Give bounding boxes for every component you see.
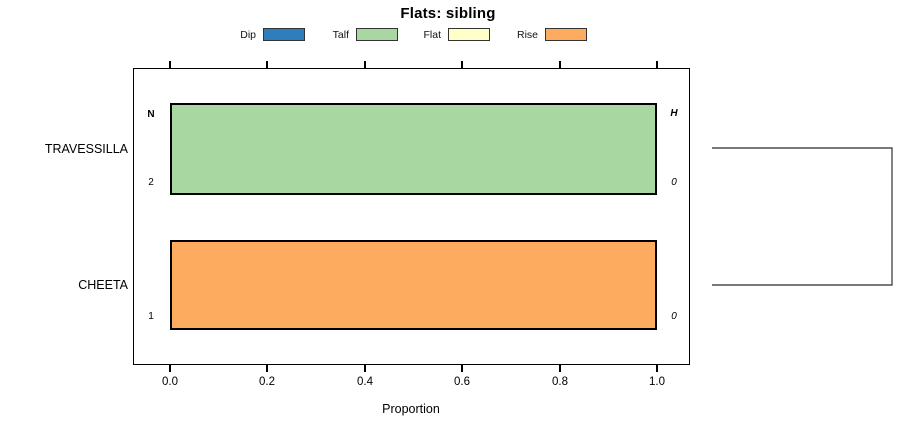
legend-item-flat: Flat [398,26,490,43]
top-tick-0.2 [266,61,268,68]
top-tick-0.0 [169,61,171,68]
bar-travessilla-talf [170,103,657,195]
chart-title: Flats: sibling [400,5,496,22]
top-tick-0.6 [461,61,463,68]
bar-cheeta-rise [170,240,657,330]
count-travessilla: 2 [148,177,154,188]
h-value-cheeta: 0 [671,311,677,322]
y-label-cheeta: CHEETA [78,278,128,292]
bottom-tick-1.0 [656,365,658,372]
x-tick-label: 0.4 [357,376,373,388]
column-header-h: H [670,108,678,119]
x-tick-label: 0.0 [162,376,178,388]
legend-label-flat: Flat [423,28,441,41]
top-tick-0.8 [559,61,561,68]
legend-label-rise: Rise [516,28,538,41]
top-tick-1.0 [656,61,658,68]
bottom-tick-0.8 [559,365,561,372]
x-tick-label: 0.8 [552,376,568,388]
x-tick-label: 0.6 [454,376,470,388]
x-tick-label: 1.0 [649,376,665,388]
legend-swatch-flat [448,28,490,41]
x-axis-title: Proportion [382,402,440,416]
h-value-travessilla: 0 [671,177,677,188]
sibling-bracket-line [712,147,893,286]
bottom-tick-0.4 [364,365,366,372]
legend-swatch-dip [263,28,305,41]
bottom-tick-0.0 [169,365,171,372]
top-tick-0.4 [364,61,366,68]
legend-swatch-rise [545,28,587,41]
legend-label-talf: Talf [332,28,349,41]
legend-item-dip: Dip [213,26,305,43]
legend-label-dip: Dip [240,28,256,41]
y-label-travessilla: TRAVESSILLA [44,142,128,156]
legend-swatch-talf [356,28,398,41]
x-tick-label: 0.2 [259,376,275,388]
bottom-tick-0.6 [461,365,463,372]
legend-item-talf: Talf [306,26,398,43]
count-cheeta: 1 [148,311,154,322]
column-header-n: N [147,109,155,120]
bottom-tick-0.2 [266,365,268,372]
legend-item-rise: Rise [495,26,587,43]
